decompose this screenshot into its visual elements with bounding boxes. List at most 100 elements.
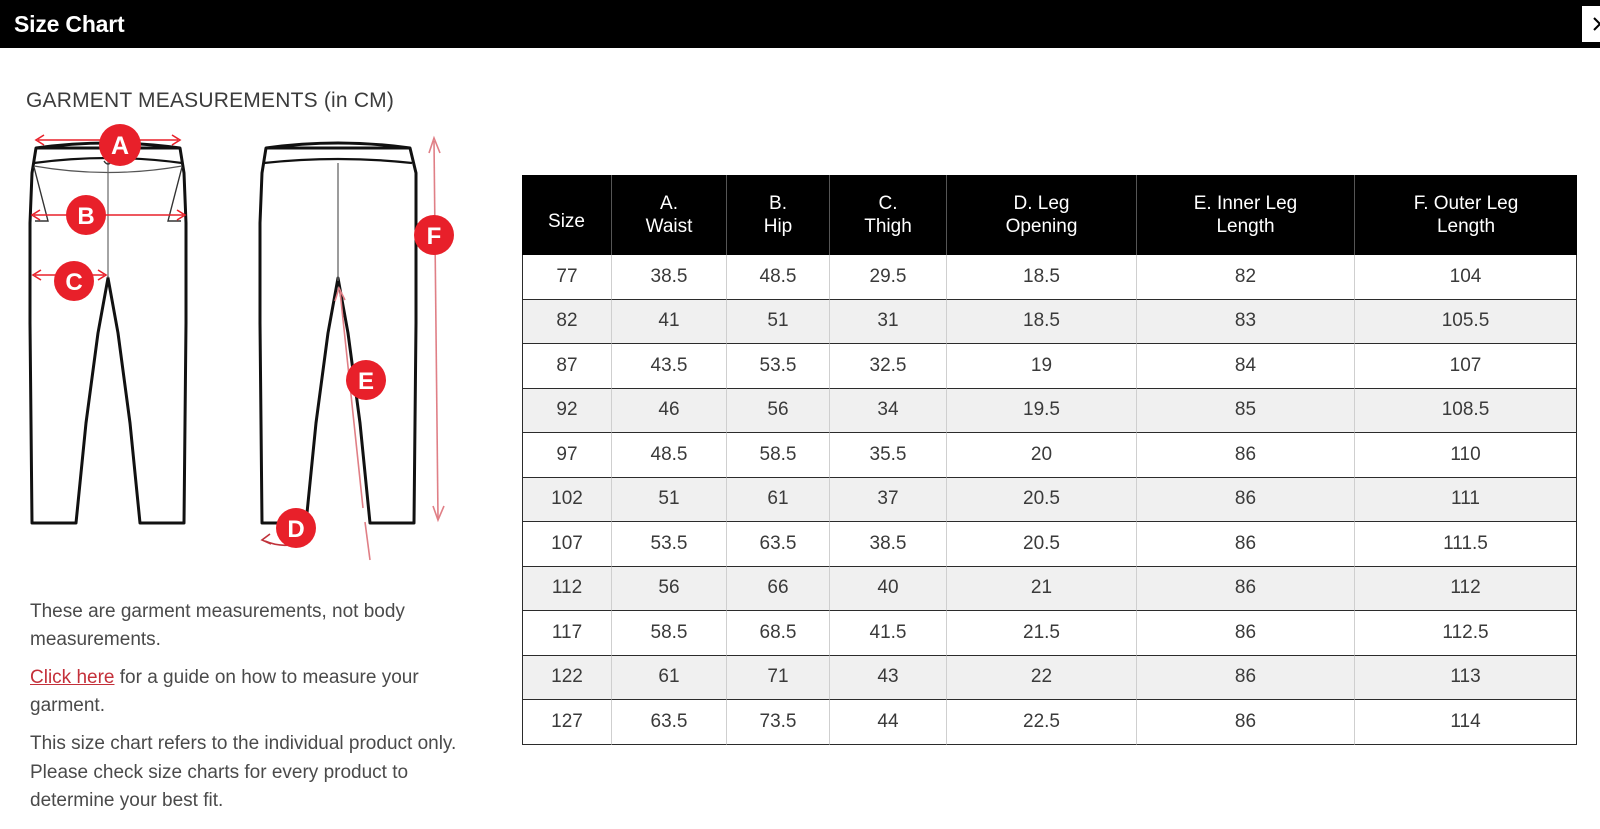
cell-measurement: 41.5 [830,611,947,656]
header-line: Length [1216,216,1275,237]
header-line: D. Leg [1013,192,1070,214]
marker-a: A [99,124,141,166]
column-header-d-leg-opening: D. Leg Opening [947,175,1137,255]
column-header-c-thigh: C. Thigh [830,175,947,255]
svg-text:F: F [427,223,442,250]
cell-measurement: 113 [1355,655,1577,700]
click-here-link[interactable]: Click here [30,667,115,689]
cell-measurement: 104 [1355,255,1577,300]
cell-measurement: 86 [1137,655,1355,700]
cell-measurement: 43.5 [612,344,727,389]
cell-measurement: 29.5 [830,255,947,300]
cell-measurement: 56 [727,388,830,433]
svg-text:D: D [287,516,304,543]
cell-size: 112 [522,566,612,611]
table-row: 117 58.5 68.5 41.5 21.5 86 112.5 [522,611,1577,656]
cell-measurement: 53.5 [727,344,830,389]
marker-b: B [66,195,106,235]
cell-measurement: 22 [947,655,1137,700]
cell-size: 77 [522,255,612,300]
cell-measurement: 32.5 [830,344,947,389]
cell-measurement: 48.5 [727,255,830,300]
cell-measurement: 61 [727,477,830,522]
cell-measurement: 107 [1355,344,1577,389]
note-garment-measurements: These are garment measurements, not body… [30,601,405,651]
cell-measurement: 110 [1355,433,1577,478]
svg-text:B: B [77,203,94,230]
cell-measurement: 37 [830,477,947,522]
cell-measurement: 56 [612,566,727,611]
pants-measurement-diagram: A B C [18,123,488,563]
marker-d: D [276,508,316,548]
cell-measurement: 86 [1137,700,1355,745]
column-header-b-hip: B. Hip [727,175,830,255]
cell-measurement: 85 [1137,388,1355,433]
cell-measurement: 21.5 [947,611,1137,656]
cell-measurement: 63.5 [612,700,727,745]
cell-measurement: 68.5 [727,611,830,656]
cell-measurement: 20.5 [947,522,1137,567]
cell-measurement: 38.5 [612,255,727,300]
size-chart-table: Size A. Waist B. Hip C. Thigh D. Leg Opening E. I… [522,175,1577,745]
window-title-bar: Size Chart [0,0,1600,48]
left-panel: GARMENT MEASUREMENTS (in CM) [0,48,500,829]
table-head: Size A. Waist B. Hip C. Thigh D. Leg Opening E. I… [522,175,1577,255]
table-row: 92 46 56 34 19.5 85 108.5 [522,388,1577,433]
header-line: Thigh [864,216,912,237]
table-row: 122 61 71 43 22 86 113 [522,655,1577,700]
cell-measurement: 61 [612,655,727,700]
cell-measurement: 114 [1355,700,1577,745]
pants-back-view [258,141,418,525]
measure-arrow-f [428,135,445,523]
measure-arrow-b [30,209,187,221]
header-line: Waist [645,216,693,237]
cell-measurement: 44 [830,700,947,745]
section-heading: GARMENT MEASUREMENTS (in CM) [26,89,395,112]
cell-measurement: 86 [1137,477,1355,522]
header-line: C. [878,192,898,214]
cell-measurement: 20.5 [947,477,1137,522]
header-line: E. Inner Leg [1193,192,1298,214]
marker-f: F [414,215,454,255]
column-header-e-inner-leg-length: E. Inner Leg Length [1137,175,1355,255]
svg-text:A: A [111,132,129,160]
measure-arrow-e [334,285,371,561]
table-row: 82 41 51 31 18.5 83 105.5 [522,299,1577,344]
cell-measurement: 40 [830,566,947,611]
table-row: 112 56 66 40 21 86 112 [522,566,1577,611]
header-line: Length [1436,216,1496,237]
header-line: A. [660,192,678,214]
cell-measurement: 108.5 [1355,388,1577,433]
cell-measurement: 19.5 [947,388,1137,433]
column-header-size: Size [522,175,612,255]
cell-measurement: 105.5 [1355,299,1577,344]
note-individual-product: This size chart refers to the individual… [30,733,457,811]
cell-measurement: 112.5 [1355,611,1577,656]
cell-size: 92 [522,388,612,433]
header-line: Hip [763,216,793,237]
svg-text:E: E [358,368,374,395]
cell-size: 87 [522,344,612,389]
close-glyph [1593,17,1600,31]
cell-size: 117 [522,611,612,656]
marker-e: E [346,360,386,400]
cell-measurement: 18.5 [947,255,1137,300]
header-line: F. Outer Leg [1413,192,1519,214]
cell-measurement: 73.5 [727,700,830,745]
table-header-row: Size A. Waist B. Hip C. Thigh D. Leg Opening E. I… [522,175,1577,255]
pants-front-view [28,141,188,525]
cell-measurement: 43 [830,655,947,700]
cell-size: 102 [522,477,612,522]
cell-measurement: 53.5 [612,522,727,567]
cell-measurement: 34 [830,388,947,433]
cell-measurement: 46 [612,388,727,433]
cell-size: 82 [522,299,612,344]
header-line: Opening [1005,216,1078,237]
table-row: 87 43.5 53.5 32.5 19 84 107 [522,344,1577,389]
cell-measurement: 71 [727,655,830,700]
close-icon[interactable] [1582,6,1600,42]
cell-size: 127 [522,700,612,745]
cell-measurement: 31 [830,299,947,344]
cell-measurement: 38.5 [830,522,947,567]
note-measure-guide-rest: for a guide on how to measure your garme… [30,667,419,717]
